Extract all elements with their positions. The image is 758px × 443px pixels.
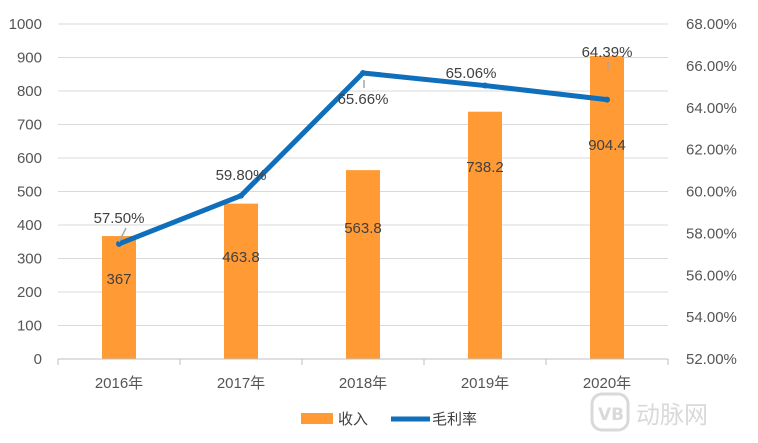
margin-point <box>360 69 366 76</box>
margin-value-label: 57.50% <box>94 210 145 227</box>
y-right-tick-label: 66.00% <box>686 58 737 75</box>
bar-value-label: 367 <box>106 271 131 288</box>
x-tick-label: 2020年 <box>583 375 631 392</box>
leader-line <box>118 227 127 243</box>
margin-point <box>116 240 122 247</box>
bar-value-label: 904.4 <box>588 137 626 154</box>
y-left-tick-label: 300 <box>17 251 42 268</box>
watermark-text: 动脉网 <box>636 401 708 429</box>
y-right-tick-label: 54.00% <box>686 309 737 326</box>
y-right-tick-label: 58.00% <box>686 225 737 242</box>
revenue-bar <box>590 56 624 359</box>
bar-value-label: 463.8 <box>222 249 260 266</box>
y-left-tick-label: 800 <box>17 83 42 100</box>
bar-value-label: 563.8 <box>344 220 382 237</box>
x-tick-label: 2017年 <box>217 375 265 392</box>
y-right-tick-label: 64.00% <box>686 100 737 117</box>
revenue-bar <box>346 170 380 359</box>
y-left-tick-label: 700 <box>17 117 42 134</box>
y-left-tick-label: 400 <box>17 217 42 234</box>
revenue-bar <box>224 203 258 359</box>
legend: 收入 毛利率 <box>301 411 477 428</box>
revenue-bar <box>102 236 136 359</box>
margin-value-label: 65.06% <box>446 65 497 82</box>
y-right-tick-label: 62.00% <box>686 142 737 159</box>
y-right-tick-label: 52.00% <box>686 351 737 368</box>
margin-value-label: 64.39% <box>582 44 633 61</box>
y-axis-right: 52.00% 54.00% 56.00% 58.00% 60.00% 62.00% 64.0… <box>686 16 737 368</box>
y-axis-left: 0 100 200 300 400 500 600 700 800 900 1000 <box>9 16 42 368</box>
y-right-tick-label: 60.00% <box>686 184 737 201</box>
x-axis: 2016年 2017年 2018年 2019年 2020年 <box>57 358 669 392</box>
y-left-tick-label: 100 <box>17 318 42 335</box>
y-left-tick-label: 500 <box>17 184 42 201</box>
legend-label-revenue: 收入 <box>338 411 368 428</box>
x-tick-label: 2019年 <box>461 375 509 392</box>
y-left-tick-label: 200 <box>17 284 42 301</box>
margin-point <box>238 192 244 199</box>
y-left-tick-label: 600 <box>17 150 42 167</box>
watermark-logo-icon <box>590 392 630 432</box>
y-right-tick-label: 56.00% <box>686 267 737 284</box>
bar-value-label: 738.2 <box>466 159 504 176</box>
margin-line-series <box>116 69 610 247</box>
margin-point <box>482 82 488 89</box>
data-labels: 367 463.8 563.8 738.2 904.4 57.50% 59.80% 65.66… <box>94 44 633 288</box>
y-left-tick-label: 0 <box>34 351 42 368</box>
legend-swatch-revenue <box>301 413 333 424</box>
watermark-logo-letters: VB <box>598 405 624 425</box>
margin-value-label: 59.80% <box>216 167 267 184</box>
revenue-bar <box>468 111 502 359</box>
watermark: VB 动脉网 <box>590 392 708 432</box>
y-right-tick-label: 68.00% <box>686 16 737 33</box>
y-left-tick-label: 900 <box>17 50 42 67</box>
margin-value-label: 65.66% <box>338 91 389 108</box>
margin-point <box>604 96 610 103</box>
x-tick-label: 2018年 <box>339 375 387 392</box>
revenue-bars <box>102 56 624 359</box>
y-left-tick-label: 1000 <box>9 16 42 33</box>
x-tick-label: 2016年 <box>95 375 143 392</box>
legend-label-margin: 毛利率 <box>432 411 477 428</box>
